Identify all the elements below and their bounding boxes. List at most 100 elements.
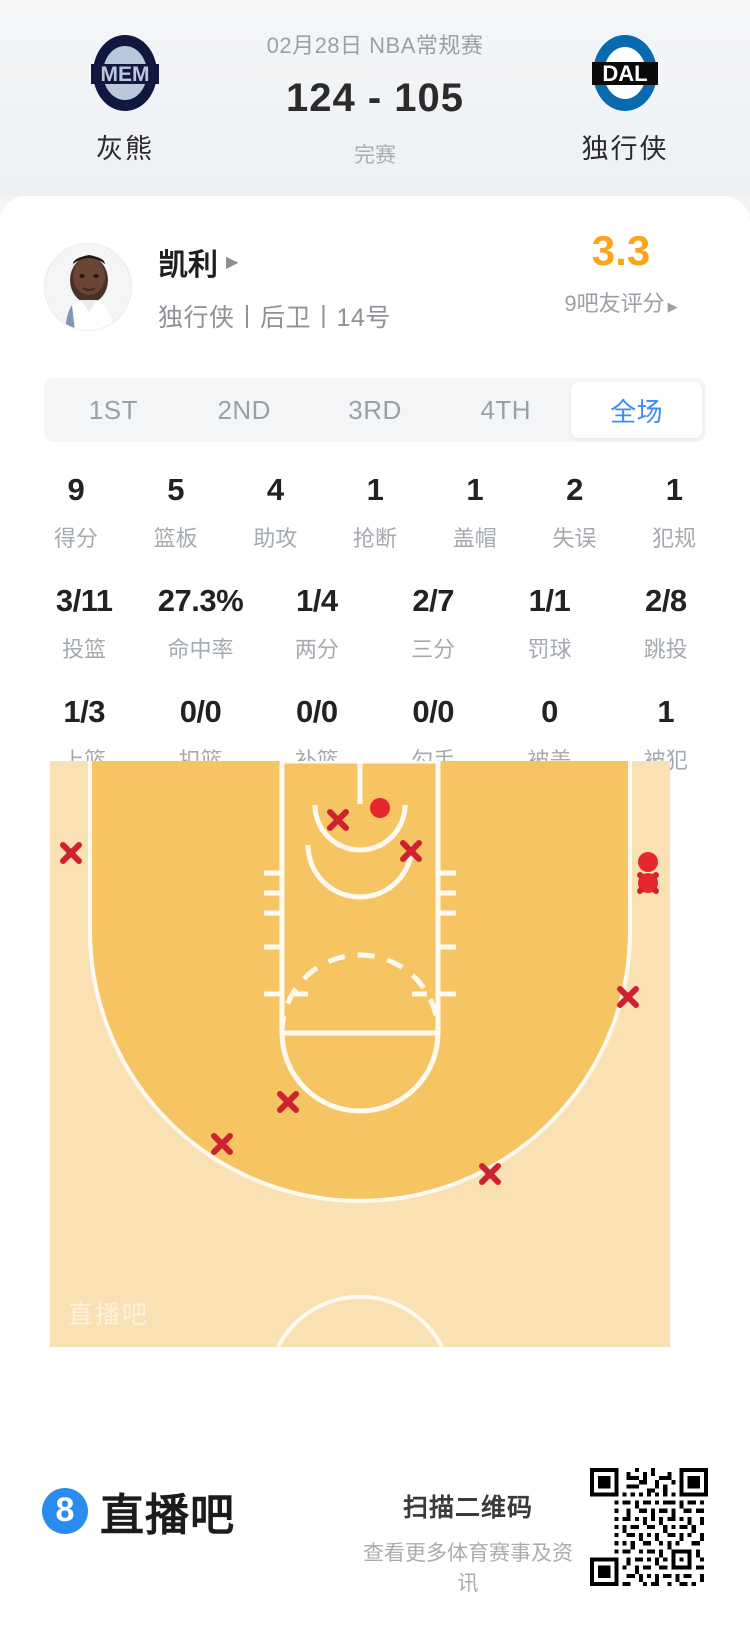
qr-code-image[interactable]: [590, 1468, 708, 1586]
tab-full-game[interactable]: 全场: [571, 382, 702, 438]
free-throw-circle-dashed: [279, 952, 441, 1034]
shot-made[interactable]: [638, 852, 658, 872]
match-center-info: 02月28日 NBA常规赛 124 - 105 完赛: [240, 28, 510, 169]
shot-missed[interactable]: [400, 840, 422, 862]
player-info: 凯利 ▶ 独行侠丨后卫丨14号: [158, 240, 391, 334]
shot-missed[interactable]: [211, 1133, 233, 1155]
shot-made-overlap[interactable]: [639, 874, 657, 892]
stat-rebounds: 5 篮板: [126, 472, 226, 553]
stat-label: 投篮: [62, 637, 107, 662]
stat-value: 0/0: [179, 694, 222, 729]
stat-label: 犯规: [652, 526, 697, 551]
stat-fouls: 1 犯规: [624, 472, 724, 553]
restricted-arc: [312, 804, 408, 853]
stats-grid: 9 得分 5 篮板 4 助攻 1 抢断 1 盖帽: [0, 472, 750, 775]
match-date-label: 02月28日 NBA常规赛: [266, 32, 484, 58]
free-throw-circle-solid: [279, 1032, 441, 1114]
stat-value: 4: [266, 472, 284, 507]
stat-value: 1: [665, 472, 683, 507]
stat-label: 盖帽: [452, 526, 497, 551]
stat-value: 1: [657, 694, 675, 729]
tab-2nd[interactable]: 2ND: [217, 394, 271, 425]
tab-4th[interactable]: 4TH: [480, 394, 532, 425]
stat-two-pointers: 1/4 两分: [259, 583, 375, 664]
stat-value: 1: [466, 472, 484, 507]
stat-value: 1/1: [528, 583, 571, 618]
stat-value: 5: [167, 472, 184, 507]
shot-missed[interactable]: [479, 1163, 501, 1185]
court-watermark: 直播吧: [68, 1301, 150, 1329]
stat-value: 27.3%: [157, 583, 244, 618]
home-team-name: 灰熊: [96, 133, 154, 164]
stat-free-throws: 1/1 罚球: [491, 583, 607, 664]
rating-value: 3.3: [591, 227, 651, 274]
home-team-logo-icon: MEM: [83, 31, 167, 115]
player-subtitle: 独行侠丨后卫丨14号: [158, 304, 391, 332]
stats-row-shooting: 3/11 投篮 27.3% 命中率 1/4 两分 2/7 三分 1/1 罚球: [26, 583, 724, 664]
stat-value: 0: [541, 694, 558, 729]
match-score: 124 - 105: [285, 75, 465, 120]
chevron-right-icon: ▶: [226, 254, 239, 271]
stat-value: 2/8: [645, 583, 687, 618]
home-team-abbr: MEM: [101, 63, 150, 86]
stat-blocks: 1 盖帽: [425, 472, 525, 553]
center-circle: [276, 1294, 444, 1347]
court-diagram: [50, 761, 670, 1347]
stat-label: 抢断: [353, 526, 398, 551]
stat-turnovers: 2 失误: [525, 472, 625, 553]
shot-missed[interactable]: [277, 1091, 299, 1113]
player-name: 凯利: [158, 249, 218, 282]
three-point-area: [90, 761, 630, 1201]
brand-logo[interactable]: 8 直播吧: [42, 1479, 235, 1543]
stat-value: 0/0: [412, 694, 454, 729]
stat-value: 1/4: [296, 583, 338, 618]
qr-text-block: 扫描二维码 查看更多体育赛事及资讯: [358, 1488, 578, 1597]
shot-missed[interactable]: [60, 842, 82, 864]
paint-key: [279, 761, 441, 1036]
qr-title: 扫描二维码: [402, 1494, 533, 1522]
stat-label: 篮板: [153, 526, 198, 551]
stat-field-goals: 3/11 投篮: [26, 583, 142, 664]
home-team[interactable]: MEM 灰熊: [10, 31, 240, 166]
match-status: 完赛: [354, 143, 396, 167]
period-tabs: 1ST 2ND 3RD 4TH 全场: [44, 378, 706, 442]
brand-badge-icon: 8: [42, 1487, 88, 1534]
stat-value: 3/11: [55, 583, 113, 618]
stat-label: 助攻: [253, 526, 298, 551]
stat-steals: 1 抢断: [325, 472, 425, 553]
tab-1st[interactable]: 1ST: [88, 394, 138, 425]
stat-fg-percent: 27.3% 命中率: [142, 583, 258, 664]
stat-label: 得分: [53, 526, 98, 551]
away-team-abbr: DAL: [602, 61, 647, 86]
stat-label: 失误: [552, 526, 597, 551]
stat-assists: 4 助攻: [225, 472, 325, 553]
player-rating[interactable]: 3.3 9吧友评分 ▶: [536, 230, 706, 318]
away-team-name: 独行侠: [581, 133, 669, 164]
player-name-row[interactable]: 凯利 ▶: [158, 240, 391, 284]
shot-missed[interactable]: [617, 986, 639, 1008]
player-header-row: 凯利 ▶ 独行侠丨后卫丨14号 3.3 9吧友评分 ▶: [0, 196, 750, 334]
stat-label: 命中率: [167, 637, 234, 662]
stat-jump-shots: 2/8 跳投: [608, 583, 724, 664]
stat-value: 2/7: [412, 583, 454, 618]
away-team-logo-icon: DAL: [583, 31, 667, 115]
away-team[interactable]: DAL 独行侠: [510, 31, 740, 166]
stat-value: 1: [366, 472, 384, 507]
qr-subtitle: 查看更多体育赛事及资讯: [363, 1542, 573, 1595]
shot-made[interactable]: [370, 798, 390, 818]
player-avatar[interactable]: [44, 243, 132, 331]
stat-value: 9: [67, 472, 85, 507]
hoop-arc: [305, 844, 415, 900]
tab-3rd[interactable]: 3RD: [348, 394, 402, 425]
brand-name: 直播吧: [100, 1490, 235, 1540]
shot-chart[interactable]: 直播吧: [50, 761, 670, 1347]
scoreboard-header: MEM 灰熊 02月28日 NBA常规赛 124 - 105 完赛 DAL 独行…: [0, 0, 750, 196]
stat-three-pointers: 2/7 三分: [375, 583, 491, 664]
stat-label: 两分: [294, 637, 339, 662]
stat-value: 0/0: [296, 694, 338, 729]
stat-label: 跳投: [643, 637, 688, 662]
shot-missed[interactable]: [327, 809, 349, 831]
stat-value: 1/3: [63, 694, 105, 729]
chevron-right-small-icon: ▶: [667, 299, 678, 314]
